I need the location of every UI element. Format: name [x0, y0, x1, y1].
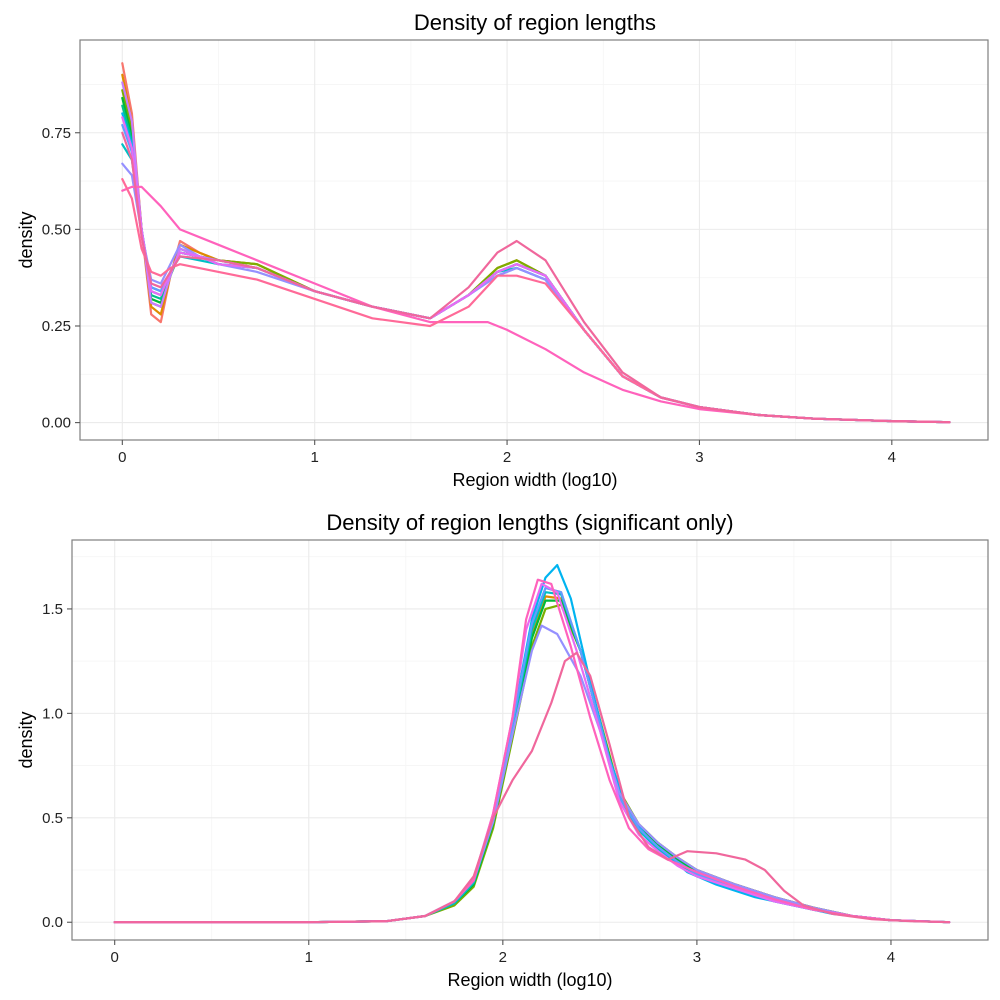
y-axis-ticks: 0.00 0.25 0.50 0.75 [42, 125, 80, 432]
y-tick-label: 0.25 [42, 318, 71, 335]
x-tick-label: 0 [118, 449, 126, 466]
y-tick-label: 0.50 [42, 221, 71, 238]
grid-lines [72, 540, 988, 940]
y-tick-label: 0.00 [42, 415, 71, 432]
panel-border [79, 39, 989, 441]
y-tick-label: 0.0 [42, 914, 63, 931]
x-tick-label: 0 [111, 949, 119, 966]
grid-lines [80, 40, 988, 440]
y-tick-label: 0.75 [42, 125, 71, 142]
y-axis-label: density [16, 211, 36, 268]
x-tick-label: 1 [305, 949, 313, 966]
series-line-7 [113, 624, 951, 924]
series-line-11 [121, 185, 951, 424]
series-line-5 [113, 564, 951, 924]
x-tick-label: 3 [695, 449, 703, 466]
chart-title: Density of region lengths [414, 10, 656, 35]
series-lines [121, 62, 951, 424]
series-line-7 [121, 123, 951, 424]
x-axis-label: Region width (log10) [447, 970, 612, 990]
y-axis-ticks: 0.0 0.5 1.0 1.5 [42, 601, 72, 931]
x-axis-ticks: 0 1 2 3 4 [118, 440, 896, 466]
series-line-1 [121, 73, 951, 424]
x-tick-label: 2 [499, 949, 507, 966]
series-line-0 [121, 62, 951, 424]
panel-region-lengths-significant: Density of region lengths (significant o… [16, 510, 989, 990]
x-axis-ticks: 0 1 2 3 4 [111, 940, 895, 966]
x-tick-label: 4 [887, 949, 895, 966]
y-axis-label: density [16, 711, 36, 768]
x-tick-label: 4 [888, 449, 896, 466]
series-line-8 [121, 162, 951, 424]
series-line-9 [121, 81, 951, 424]
x-tick-label: 1 [311, 449, 319, 466]
series-line-10 [113, 651, 951, 924]
chart-title: Density of region lengths (significant o… [326, 510, 733, 535]
x-axis-label: Region width (log10) [452, 470, 617, 490]
series-lines [113, 564, 951, 924]
y-tick-label: 1.5 [42, 601, 63, 618]
series-line-13 [121, 131, 951, 424]
y-tick-label: 0.5 [42, 810, 63, 827]
y-tick-label: 1.0 [42, 705, 63, 722]
x-tick-label: 2 [503, 449, 511, 466]
series-line-5 [121, 143, 951, 424]
series-line-3 [121, 96, 951, 424]
series-line-12 [121, 178, 951, 424]
x-tick-label: 3 [693, 949, 701, 966]
panel-border [71, 539, 989, 941]
panel-region-lengths: Density of region lengths 0 1 2 3 4 0.00 0.25… [16, 10, 989, 490]
